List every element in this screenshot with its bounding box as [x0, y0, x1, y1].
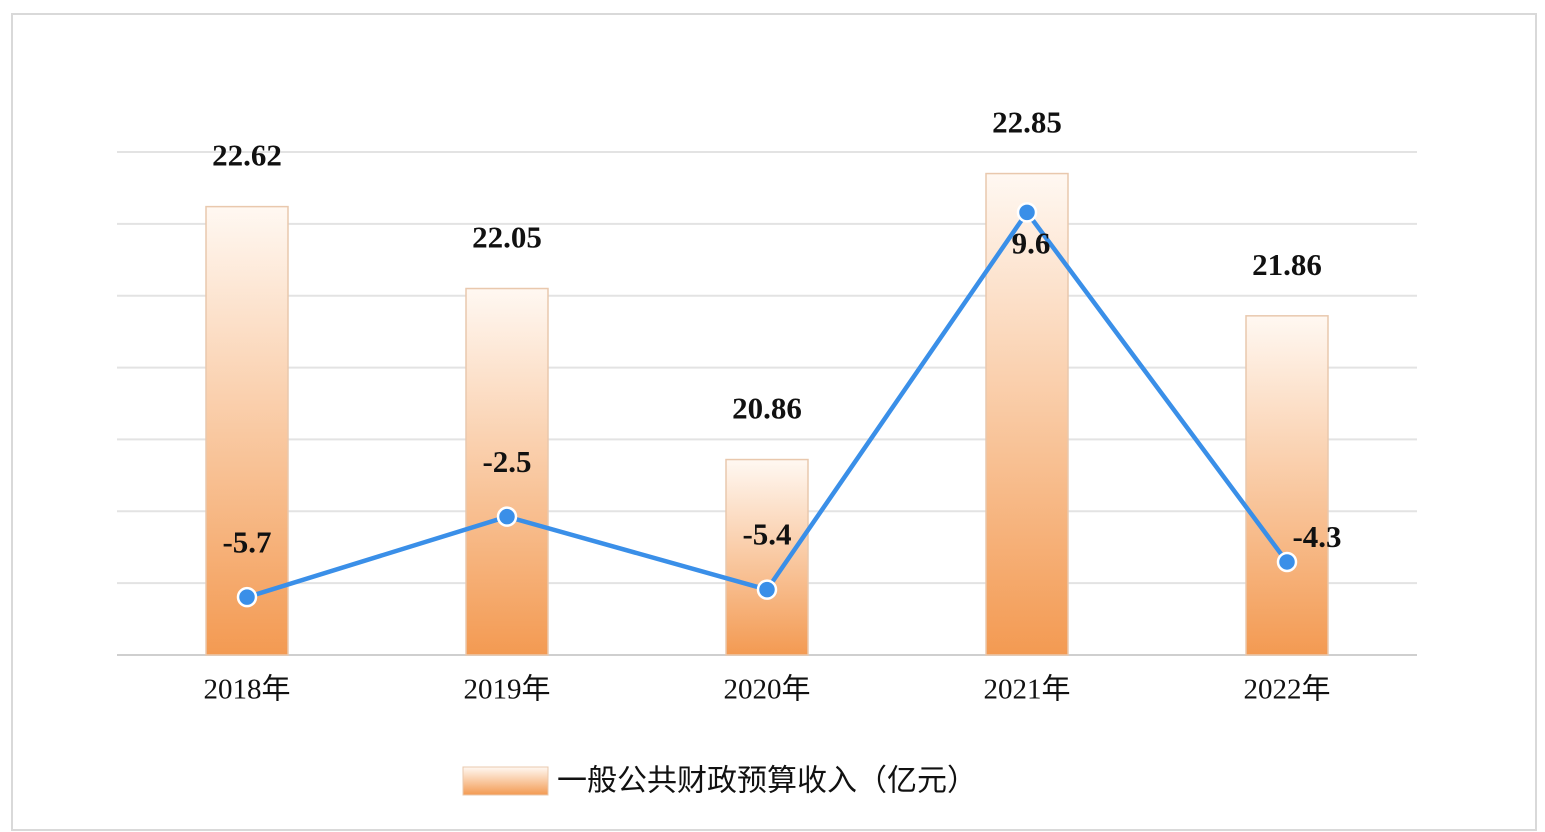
legend-swatch — [462, 766, 549, 796]
x-tick-label: 2022年 — [1243, 673, 1330, 706]
line-value-label: -2.5 — [482, 444, 531, 479]
line-value-label: 9.6 — [1012, 225, 1051, 260]
line-value-label: -4.3 — [1292, 519, 1341, 554]
bar — [465, 287, 549, 656]
bar-value-label: 21.86 — [1252, 247, 1322, 282]
bar — [205, 205, 289, 656]
line-point — [1276, 551, 1298, 573]
bar-value-label: 22.85 — [992, 105, 1062, 140]
bar-value-label: 22.05 — [472, 220, 542, 255]
line-value-label: -5.7 — [222, 524, 271, 559]
x-tick-label: 2021年 — [983, 673, 1070, 706]
bar — [1245, 315, 1329, 656]
bar-value-label: 22.62 — [212, 138, 282, 173]
line-point — [756, 579, 778, 600]
bar-value-label: 20.86 — [732, 391, 802, 426]
bar — [725, 458, 809, 656]
legend-label: 一般公共财政预算收入（亿元） — [557, 764, 977, 799]
line-point — [496, 506, 518, 527]
x-tick-label: 2020年 — [723, 673, 810, 706]
line-value-label: -5.4 — [742, 517, 791, 552]
line-point — [236, 586, 258, 608]
x-tick-label: 2019年 — [463, 673, 550, 706]
line-point — [1016, 202, 1038, 223]
x-tick-label: 2018年 — [203, 673, 290, 706]
